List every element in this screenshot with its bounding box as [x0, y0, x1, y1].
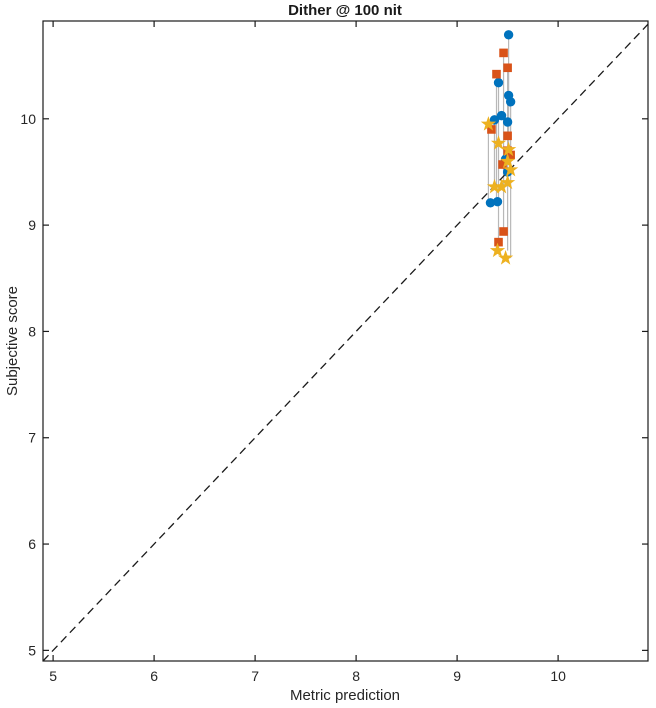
data-point-star	[500, 141, 517, 157]
data-point-circle	[505, 97, 516, 107]
tick-labels: 5 6 7 8 9 10 5 6 7 8 9 10	[20, 111, 566, 684]
x-tick-label: 9	[453, 668, 461, 684]
y-axis-label: Subjective score	[4, 286, 21, 396]
chart-title: Dither @ 100 nit	[288, 2, 402, 19]
data-point-circle	[502, 117, 513, 127]
y-tick-label: 5	[28, 642, 36, 658]
plot-box	[42, 20, 649, 662]
y-tick-label: 10	[20, 111, 36, 127]
x-tick-label: 6	[150, 668, 158, 684]
axis-ticks	[43, 21, 648, 661]
x-axis-label: Metric prediction	[290, 687, 400, 704]
y-tick-label: 6	[28, 536, 36, 552]
data-point-star	[489, 242, 506, 258]
data-point-square	[499, 227, 508, 236]
x-tick-label: 5	[49, 668, 57, 684]
x-tick-label: 8	[352, 668, 360, 684]
y-tick-label: 8	[28, 323, 36, 339]
identity-line	[42, 23, 649, 662]
data-point-star	[499, 153, 516, 168]
data-point-star	[490, 135, 507, 150]
data-point-square	[503, 63, 512, 73]
data-point-star	[503, 161, 519, 177]
data-point-star	[480, 116, 497, 131]
axes-border	[42, 20, 649, 662]
data-point-star	[497, 250, 514, 265]
data-point-square	[494, 237, 503, 247]
data-point-circle	[496, 110, 507, 121]
data-point-square	[499, 48, 508, 58]
data-markers	[480, 30, 519, 265]
data-point-circle	[503, 30, 514, 40]
data-point-square	[503, 131, 512, 141]
y-tick-label: 9	[28, 217, 36, 233]
data-point-circle	[493, 77, 504, 88]
x-tick-label: 7	[251, 668, 259, 684]
data-point-square	[492, 69, 501, 79]
y-tick-label: 7	[28, 430, 36, 446]
data-point-star	[493, 178, 510, 194]
data-point-circle	[492, 197, 503, 207]
x-tick-label: 10	[550, 668, 566, 684]
identity-dashed-line	[42, 23, 649, 662]
